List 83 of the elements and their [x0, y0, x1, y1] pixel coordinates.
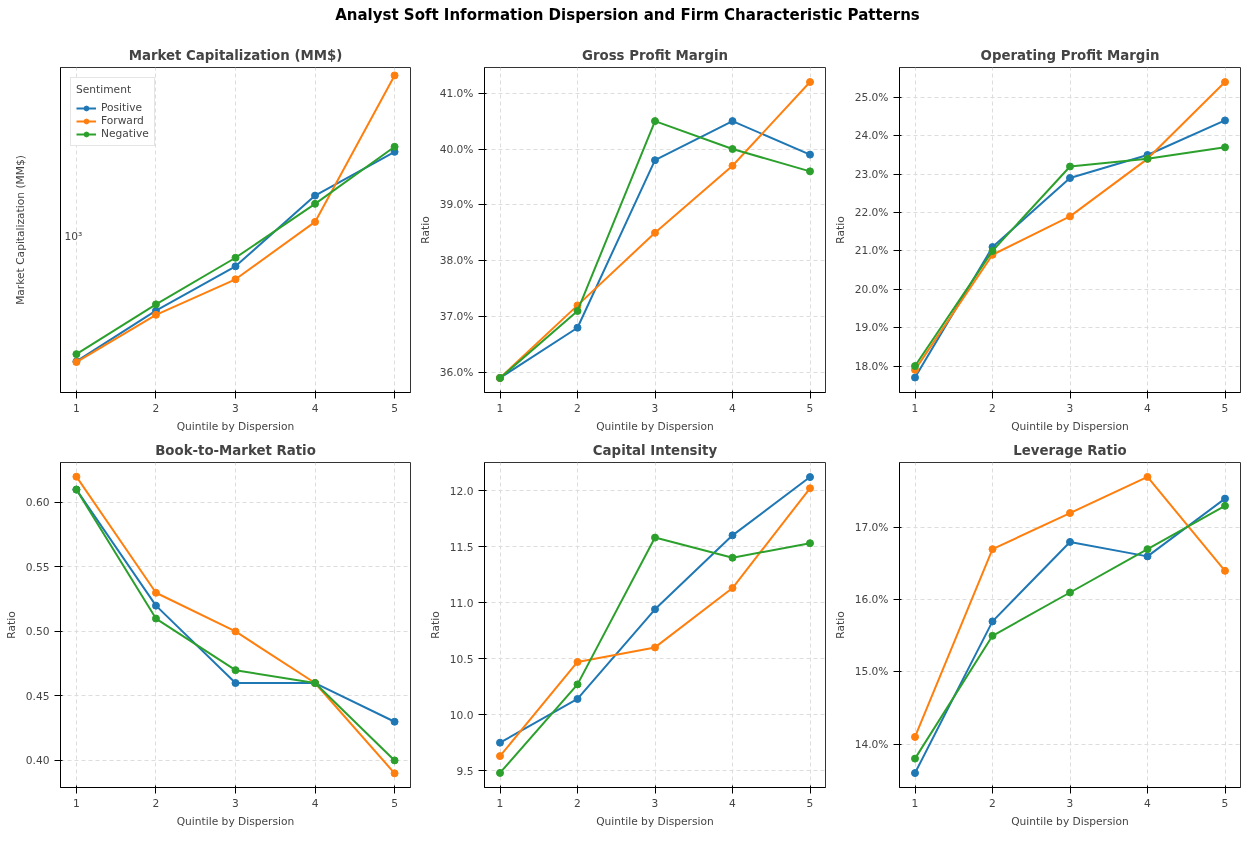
y-tick-label: 41.0%: [439, 86, 474, 100]
x-tick-label: 5: [391, 401, 398, 415]
x-tick-label: 4: [729, 796, 737, 810]
x-tick-label: 3: [1066, 401, 1074, 415]
x-tick-label: 1: [73, 796, 80, 810]
x-axis-title: Quintile by Dispersion: [1011, 419, 1129, 433]
y-tick-label: 15.0%: [854, 665, 889, 679]
x-tick-label: 4: [729, 401, 737, 415]
chart-title: Book-to-Market Ratio: [155, 442, 316, 458]
x-tick-label: 4: [311, 401, 319, 415]
y-tick-label: 9.5: [456, 764, 474, 778]
x-tick-label: 3: [651, 401, 659, 415]
chart-title: Market Capitalization (MM$): [128, 47, 343, 63]
y-tick-label: 14.0%: [854, 737, 889, 751]
y-tick-label: 21.0%: [854, 244, 889, 258]
y-axis-title: Ratio: [833, 611, 847, 639]
y-tick-label: 25.0%: [854, 90, 889, 104]
x-tick-label: 3: [232, 401, 239, 415]
y-tick-label: 11.0: [449, 596, 474, 610]
x-tick-label: 1: [496, 796, 504, 810]
y-tick-label: 39.0%: [439, 198, 474, 212]
x-tick-label: 1: [73, 401, 80, 415]
x-axis-title: Quintile by Dispersion: [176, 419, 295, 433]
y-tick-label: 24.0%: [854, 129, 889, 143]
y-tick-label: 36.0%: [439, 365, 474, 379]
x-tick-label: 5: [391, 796, 398, 810]
y-tick-label: 0.40: [25, 754, 50, 768]
annotation: 10³: [64, 229, 83, 243]
x-tick-label: 5: [806, 796, 814, 810]
legend-title: Sentiment: [76, 83, 133, 96]
y-tick-label: 0.60: [25, 496, 50, 510]
legend-label: Positive: [101, 101, 143, 114]
y-tick-label: 37.0%: [439, 310, 474, 324]
x-tick-label: 1: [911, 796, 919, 810]
y-tick-label: 0.50: [25, 625, 50, 639]
chart-title: Operating Profit Margin: [980, 47, 1160, 63]
x-axis-title: Quintile by Dispersion: [596, 419, 714, 433]
x-tick-label: 2: [989, 796, 996, 810]
x-tick-label: 4: [1144, 401, 1152, 415]
y-tick-label: 38.0%: [439, 254, 474, 268]
y-tick-label: 10.0: [449, 708, 474, 722]
x-axis-title: Quintile by Dispersion: [1011, 814, 1129, 828]
chart-title: Gross Profit Margin: [582, 47, 728, 63]
y-axis-title: Ratio: [4, 611, 18, 639]
x-tick-label: 3: [1066, 796, 1074, 810]
x-axis-title: Quintile by Dispersion: [596, 814, 714, 828]
x-axis-title: Quintile by Dispersion: [176, 814, 295, 828]
x-tick-label: 5: [1221, 401, 1229, 415]
y-axis-title: Ratio: [418, 216, 432, 244]
x-tick-label: 5: [806, 401, 814, 415]
y-tick-label: 18.0%: [854, 359, 889, 373]
y-tick-label: 16.0%: [854, 593, 889, 607]
legend-label: Negative: [101, 127, 149, 140]
y-tick-label: 10.5: [449, 652, 474, 666]
y-tick-label: 23.0%: [854, 167, 889, 181]
chart-title: Capital Intensity: [592, 442, 718, 458]
y-tick-label: 11.5: [449, 540, 474, 554]
y-tick-label: 20.0%: [854, 282, 889, 296]
x-tick-label: 1: [911, 401, 919, 415]
y-tick-label: 17.0%: [854, 521, 889, 534]
y-axis-title: Market Capitalization (MM$): [13, 155, 27, 305]
y-tick-label: 19.0%: [854, 321, 889, 335]
x-tick-label: 2: [989, 401, 996, 415]
y-axis-title: Ratio: [428, 611, 442, 639]
x-tick-label: 2: [574, 401, 581, 415]
x-tick-label: 2: [152, 796, 160, 810]
x-tick-label: 3: [232, 796, 239, 810]
y-tick-label: 22.0%: [854, 206, 889, 220]
y-tick-label: 0.55: [25, 560, 50, 574]
x-tick-label: 2: [152, 401, 160, 415]
x-tick-label: 4: [311, 796, 319, 810]
y-tick-label: 40.0%: [439, 142, 474, 156]
text: Analyst Soft Information Dispersion and Firm Characteristic Patterns: [335, 5, 920, 26]
y-tick-label: 0.45: [25, 689, 50, 703]
legend-label: Forward: [101, 114, 144, 127]
x-tick-label: 2: [574, 796, 581, 810]
y-tick-label: 12.0: [449, 484, 474, 498]
x-tick-label: 3: [651, 796, 659, 810]
x-tick-label: 4: [1144, 796, 1152, 810]
chart-title: Leverage Ratio: [1013, 442, 1127, 458]
y-axis-title: Ratio: [833, 216, 847, 244]
x-tick-label: 5: [1221, 796, 1229, 810]
x-tick-label: 1: [496, 401, 504, 415]
